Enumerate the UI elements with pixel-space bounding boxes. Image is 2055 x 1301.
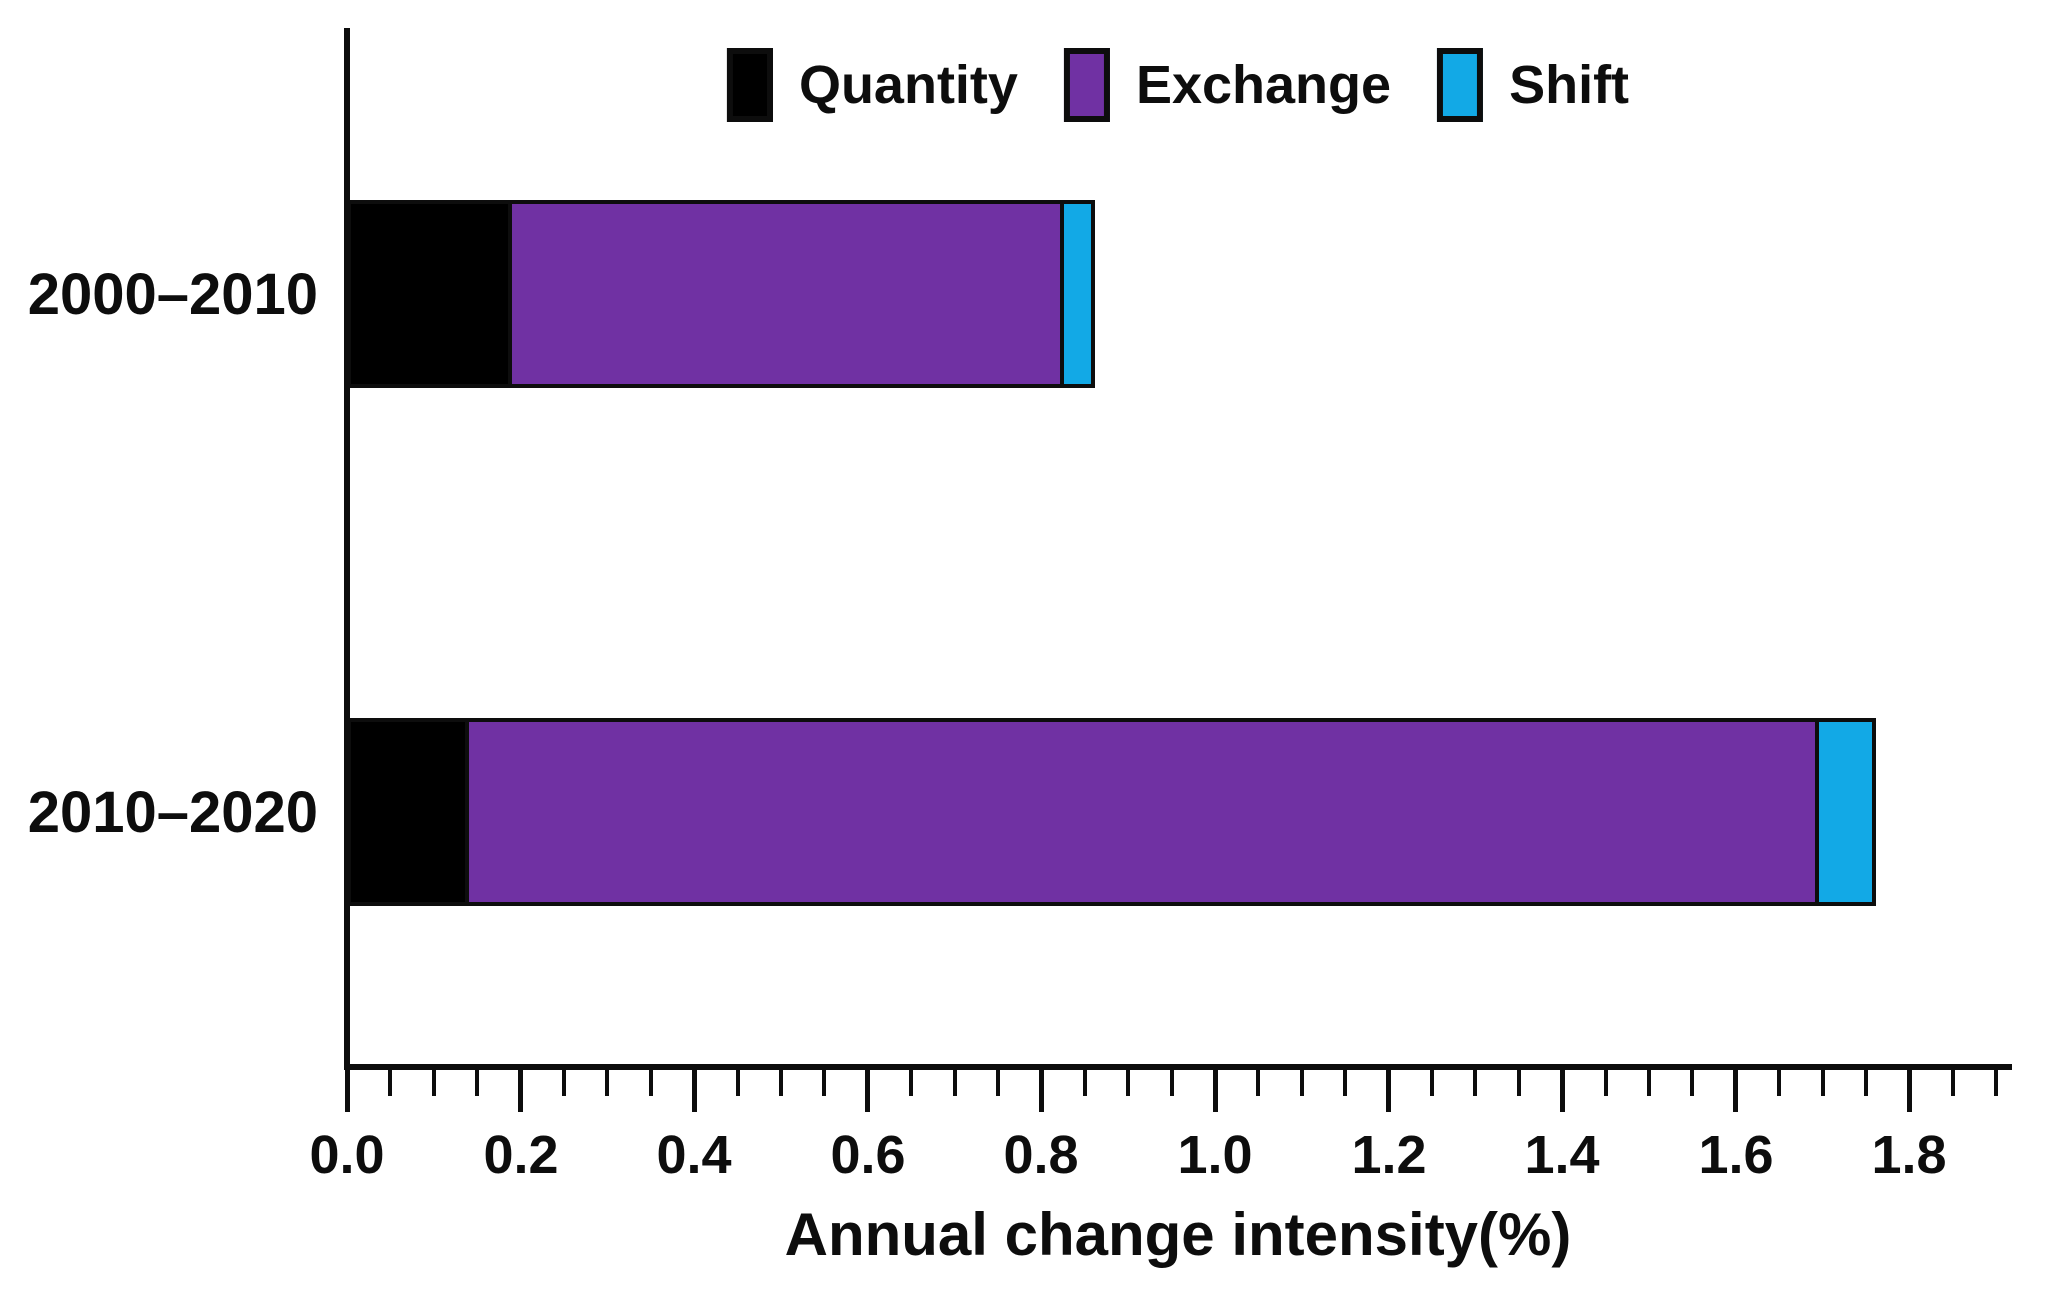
y-axis-line [344, 28, 350, 1070]
legend-item-shift: Shift [1437, 48, 1629, 122]
legend-swatch-exchange [1063, 48, 1110, 122]
chart-legend: Quantity Exchange Shift [726, 48, 1629, 122]
x-minor-tick [1170, 1070, 1174, 1096]
x-minor-tick [1430, 1070, 1434, 1096]
x-major-tick [1733, 1070, 1738, 1112]
bar-2000-2010 [347, 200, 1095, 388]
x-minor-tick [1821, 1070, 1825, 1096]
x-minor-tick [562, 1070, 566, 1096]
x-major-tick [865, 1070, 870, 1112]
x-minor-tick [736, 1070, 740, 1096]
x-minor-tick [649, 1070, 653, 1096]
x-minor-tick [1864, 1070, 1868, 1096]
x-axis-line [344, 1064, 2012, 1070]
x-minor-tick [909, 1070, 913, 1096]
x-tick-label: 1.4 [1524, 1125, 1600, 1185]
x-tick-label: 0.8 [1003, 1125, 1079, 1185]
x-minor-tick [1083, 1070, 1087, 1096]
x-minor-tick [996, 1070, 1000, 1096]
x-major-tick [1039, 1070, 1044, 1112]
x-tick-label: 0.0 [309, 1125, 385, 1185]
bar-segment-quantity [347, 200, 512, 388]
x-minor-tick [1473, 1070, 1477, 1096]
x-tick-label: 0.4 [656, 1125, 732, 1185]
x-minor-tick [432, 1070, 436, 1096]
x-major-tick [692, 1070, 697, 1112]
y-category-label: 2000–2010 [27, 262, 318, 327]
x-tick-label: 1.2 [1351, 1125, 1427, 1185]
bar-segment-shift [1815, 718, 1876, 906]
bar-segment-shift [1060, 200, 1095, 388]
legend-label: Quantity [798, 55, 1018, 115]
x-minor-tick [1300, 1070, 1304, 1096]
x-major-tick [345, 1070, 350, 1112]
x-tick-label: 1.6 [1698, 1125, 1774, 1185]
x-minor-tick [953, 1070, 957, 1096]
x-minor-tick [605, 1070, 609, 1096]
bar-segment-quantity [347, 718, 469, 906]
x-minor-tick [1256, 1070, 1260, 1096]
bar-segment-exchange [465, 718, 1819, 906]
legend-swatch-quantity [726, 48, 773, 122]
x-minor-tick [1951, 1070, 1955, 1096]
x-minor-tick [388, 1070, 392, 1096]
x-minor-tick [475, 1070, 479, 1096]
legend-swatch-shift [1437, 48, 1484, 122]
x-minor-tick [779, 1070, 783, 1096]
x-minor-tick [1777, 1070, 1781, 1096]
x-major-tick [518, 1070, 523, 1112]
legend-label: Exchange [1135, 55, 1392, 115]
x-minor-tick [1517, 1070, 1521, 1096]
x-minor-tick [1604, 1070, 1608, 1096]
x-minor-tick [1647, 1070, 1651, 1096]
x-minor-tick [822, 1070, 826, 1096]
x-minor-tick [1126, 1070, 1130, 1096]
x-major-tick [1907, 1070, 1912, 1112]
x-major-tick [1560, 1070, 1565, 1112]
legend-item-exchange: Exchange [1063, 48, 1392, 122]
legend-label: Shift [1509, 55, 1630, 115]
x-major-tick [1213, 1070, 1218, 1112]
x-minor-tick [1994, 1070, 1998, 1096]
x-axis-title: Annual change intensity(%) [784, 1201, 1572, 1268]
x-tick-label: 0.2 [483, 1125, 559, 1185]
x-minor-tick [1690, 1070, 1694, 1096]
bar-2010-2020 [347, 718, 1876, 906]
x-tick-label: 0.6 [830, 1125, 906, 1185]
legend-item-quantity: Quantity [726, 48, 1018, 122]
x-tick-label: 1.0 [1177, 1125, 1253, 1185]
x-tick-label: 1.8 [1871, 1125, 1947, 1185]
bar-segment-exchange [508, 200, 1064, 388]
y-category-label: 2010–2020 [27, 780, 318, 845]
x-minor-tick [1343, 1070, 1347, 1096]
x-major-tick [1386, 1070, 1391, 1112]
